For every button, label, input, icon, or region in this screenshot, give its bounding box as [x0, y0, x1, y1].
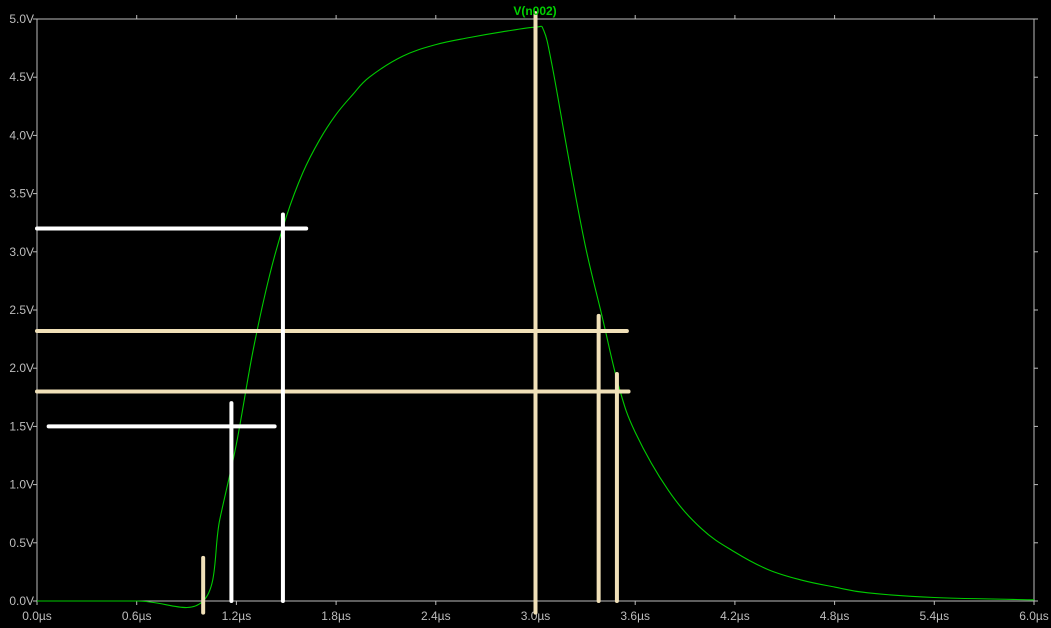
y-tick-label: 0.5V: [9, 536, 34, 550]
y-tick-label: 4.0V: [9, 128, 34, 142]
y-tick-label: 5.0V: [9, 12, 34, 26]
x-tick-label: 0.6µs: [122, 609, 152, 623]
y-tick-label: 1.0V: [9, 478, 34, 492]
x-tick-label: 4.2µs: [720, 609, 750, 623]
trace-label[interactable]: V(n002): [513, 4, 556, 18]
x-tick-label: 0.0µs: [22, 609, 52, 623]
y-tick-label: 3.5V: [9, 187, 34, 201]
y-tick-label: 2.0V: [9, 361, 34, 375]
x-tick-label: 4.8µs: [820, 609, 850, 623]
y-tick-label: 4.5V: [9, 70, 34, 84]
y-tick-label: 2.5V: [9, 303, 34, 317]
x-tick-label: 6.0µs: [1019, 609, 1049, 623]
x-tick-label: 1.2µs: [222, 609, 252, 623]
x-tick-label: 2.4µs: [421, 609, 451, 623]
x-tick-label: 3.6µs: [620, 609, 650, 623]
y-tick-label: 0.0V: [9, 594, 34, 608]
y-tick-label: 1.5V: [9, 419, 34, 433]
x-tick-label: 5.4µs: [919, 609, 949, 623]
x-tick-label: 1.8µs: [321, 609, 351, 623]
y-tick-label: 3.0V: [9, 245, 34, 259]
